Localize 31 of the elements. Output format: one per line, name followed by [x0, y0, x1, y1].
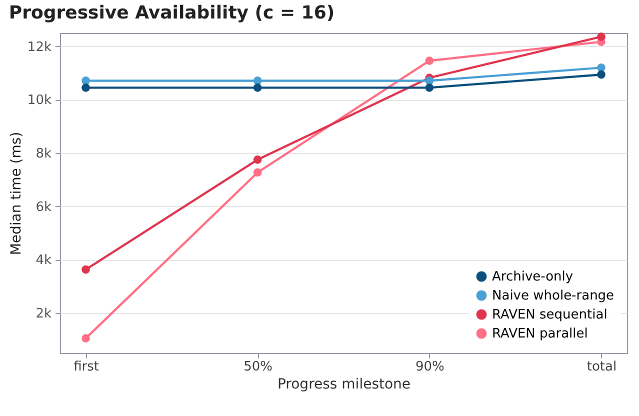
y-axis-title: Median time (ms) [8, 132, 24, 256]
y-tick-label: 4k [36, 253, 52, 268]
y-tick-label: 6k [36, 200, 52, 215]
chart-title: Progressive Availability (c = 16) [8, 2, 335, 24]
legend-label: RAVEN parallel [492, 326, 588, 342]
y-tick-label: 8k [36, 146, 52, 162]
point [597, 70, 606, 79]
y-tick-label: 2k [36, 306, 52, 322]
x-tick-label: 50% [244, 360, 273, 374]
legend-label: RAVEN sequential [492, 308, 608, 322]
y-tick-label: 12k [27, 40, 52, 55]
point [253, 155, 262, 164]
point [425, 76, 434, 85]
point [82, 334, 90, 343]
x-axis-title: Progress milestone [277, 376, 411, 392]
x-tick-label: first [74, 360, 99, 374]
point [425, 83, 434, 92]
point [82, 265, 90, 274]
point [597, 63, 606, 72]
legend-label: Archive-only [492, 270, 574, 284]
x-tick-label: total [586, 360, 617, 374]
point [253, 168, 262, 177]
point [82, 83, 90, 92]
point [425, 56, 434, 65]
x-tick-label: 90% [415, 360, 444, 374]
point [82, 76, 90, 85]
point [253, 83, 262, 92]
y-tick-label: 10k [27, 93, 52, 108]
point [597, 32, 606, 41]
legend-label: Naive whole-range [492, 288, 614, 304]
point [253, 76, 262, 85]
